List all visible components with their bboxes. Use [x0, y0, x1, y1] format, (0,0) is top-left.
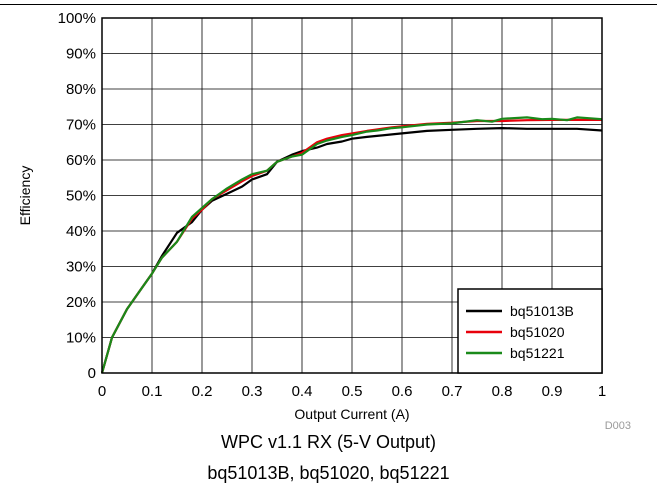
- figure-id: D003: [605, 420, 631, 432]
- series-lines: [100, 116, 603, 374]
- caption-line-2: bq51013B, bq51020, bq51221: [207, 463, 450, 483]
- y-tick-label: 90%: [66, 46, 96, 63]
- x-tick-label: 0.1: [142, 383, 163, 400]
- y-tick-label: 70%: [66, 117, 96, 134]
- x-axis-title: Output Current (A): [294, 406, 409, 422]
- x-tick-label: 0.7: [442, 383, 463, 400]
- legend-label-bq51020: bq51020: [510, 324, 565, 340]
- x-tick-label: 0.4: [292, 383, 313, 400]
- y-axis-title: Efficiency: [17, 166, 33, 226]
- x-tick-label: 0: [98, 383, 106, 400]
- x-tick-label: 0.8: [492, 383, 513, 400]
- y-tick-label: 80%: [66, 81, 96, 98]
- y-tick-label: 60%: [66, 152, 96, 169]
- y-tick-label: 40%: [66, 223, 96, 240]
- y-tick-label: 0: [88, 365, 96, 382]
- x-tick-label: 0.6: [392, 383, 413, 400]
- x-tick-label: 0.3: [242, 383, 263, 400]
- y-tick-label: 20%: [66, 294, 96, 311]
- y-tick-label: 50%: [66, 188, 96, 205]
- x-tick-label: 1: [598, 383, 606, 400]
- legend-label-bq51221: bq51221: [510, 345, 565, 361]
- y-tick-label: 30%: [66, 259, 96, 276]
- y-tick-label: 10%: [66, 330, 96, 347]
- legend: bq51013B bq51020 bq51221: [457, 288, 603, 374]
- y-tick-label: 100%: [58, 10, 96, 27]
- caption-line-1: WPC v1.1 RX (5-V Output): [220, 432, 437, 452]
- top-rule: [0, 4, 657, 5]
- x-tick-label: 0.5: [342, 383, 363, 400]
- plot-frame: [101, 17, 603, 374]
- legend-label-bq51013B: bq51013B: [510, 303, 574, 319]
- series-line-bq51221: [100, 116, 603, 374]
- series-line-bq51013B: [100, 127, 603, 374]
- y-tick-labels: 0 10% 20% 30% 40% 50% 60% 70% 80% 90% 100%: [58, 10, 96, 382]
- x-tick-label: 0.2: [192, 383, 213, 400]
- x-tick-label: 0.9: [542, 383, 563, 400]
- x-tick-labels: 0 0.1 0.2 0.3 0.4 0.5 0.6 0.7 0.8 0.9 1: [98, 383, 606, 400]
